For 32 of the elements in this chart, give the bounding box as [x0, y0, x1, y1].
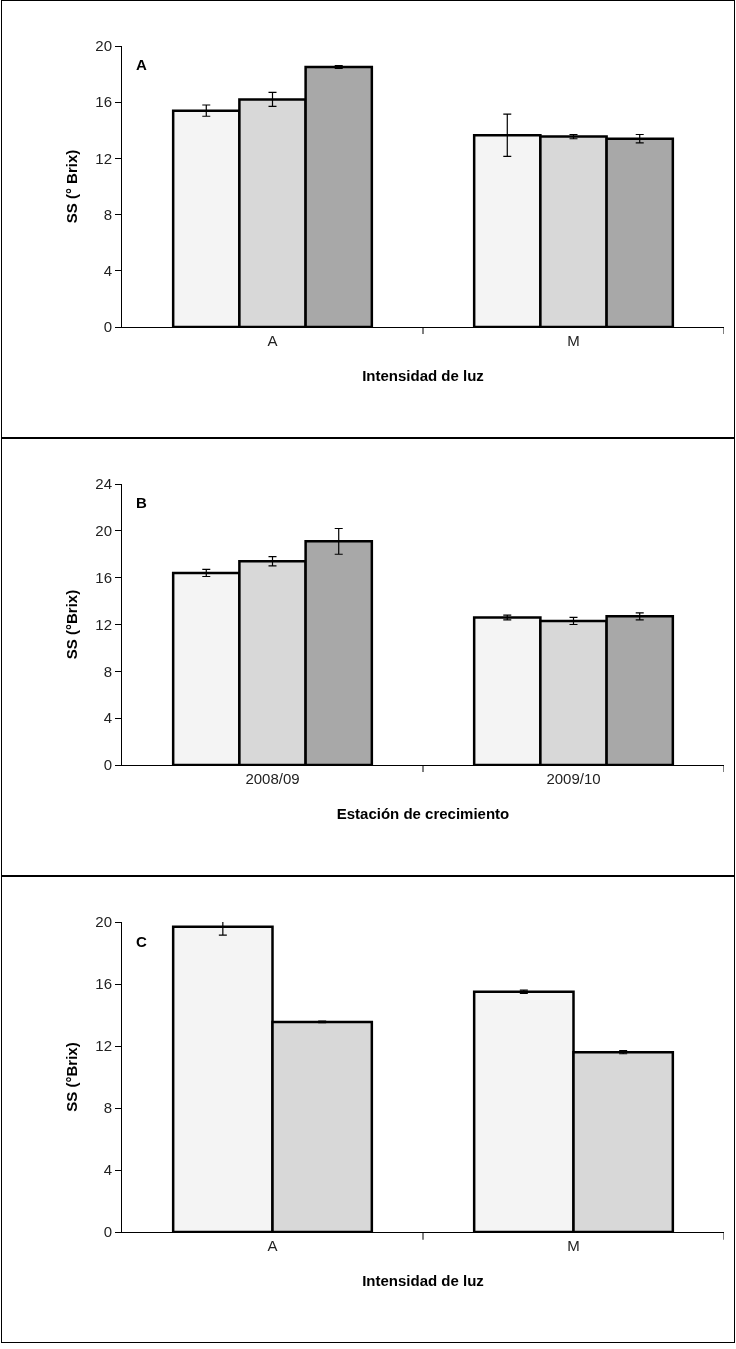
x-axis-title: Intensidad de luz: [362, 1272, 484, 1289]
y-tick-label: 4: [103, 1161, 112, 1179]
annotation: A: [136, 56, 147, 73]
y-tick-label: 12: [95, 149, 112, 167]
x-tick-label: M: [567, 332, 580, 349]
y-tick-label: 20: [95, 913, 112, 931]
y-tick-label: 8: [103, 205, 112, 223]
y-axis-title: SS (° Brix): [62, 149, 80, 224]
y-tick-label: 4: [103, 262, 112, 280]
annotation: B: [136, 494, 147, 511]
y-tick-label: 20: [95, 522, 112, 540]
y-tick-label: 24: [95, 475, 112, 493]
annotation: C: [136, 933, 147, 950]
y-tick-label: 8: [103, 662, 112, 680]
x-tick-label: M: [567, 1237, 580, 1254]
y-tick-label: 0: [103, 1223, 112, 1241]
y-axis-title: SS (°Brix): [62, 1042, 80, 1112]
y-tick-label: 16: [95, 568, 112, 586]
y-tick-label: 12: [95, 615, 112, 633]
y-tick-label: 12: [95, 1037, 112, 1055]
y-tick-label: 4: [103, 709, 112, 727]
y-tick-label: 16: [95, 93, 112, 111]
y-tick-label: 0: [103, 756, 112, 774]
y-tick-label: 8: [103, 1099, 112, 1117]
y-tick-label: 16: [95, 975, 112, 993]
x-tick-label: 2008/09: [245, 770, 300, 787]
x-axis-title: Estación de crecimiento: [336, 805, 510, 822]
x-axis-title: Intensidad de luz: [362, 367, 484, 384]
y-tick-label: 0: [103, 318, 112, 336]
y-axis-title: SS (°Brix): [62, 589, 80, 660]
y-tick-label: 20: [95, 37, 112, 55]
x-tick-label: 2009/10: [546, 770, 601, 787]
